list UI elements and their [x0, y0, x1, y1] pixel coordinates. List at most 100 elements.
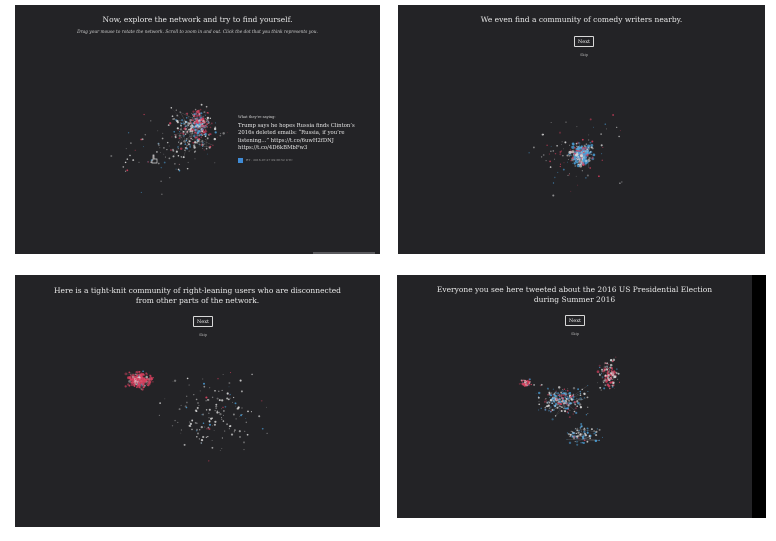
network-node[interactable] — [170, 149, 172, 151]
network-node[interactable] — [552, 397, 556, 400]
network-node[interactable] — [562, 407, 565, 410]
network-node[interactable] — [125, 148, 127, 150]
network-node[interactable] — [247, 410, 249, 413]
network-node[interactable] — [532, 146, 535, 149]
network-node[interactable] — [606, 128, 607, 130]
network-node[interactable] — [194, 131, 197, 134]
network-node[interactable] — [188, 424, 191, 427]
network-node[interactable] — [261, 427, 264, 430]
network-node[interactable] — [607, 368, 610, 370]
network-node[interactable] — [195, 429, 198, 432]
network-node[interactable] — [166, 141, 169, 144]
network-node[interactable] — [613, 372, 615, 375]
network-node[interactable] — [251, 373, 253, 376]
network-node[interactable] — [170, 107, 173, 109]
network-node[interactable] — [552, 194, 555, 197]
network-node[interactable] — [195, 130, 197, 132]
network-node[interactable] — [582, 152, 586, 156]
network-node[interactable] — [576, 435, 579, 438]
network-node[interactable] — [194, 150, 197, 153]
network-node[interactable] — [618, 381, 621, 383]
network-node[interactable] — [561, 144, 562, 145]
network-node[interactable] — [176, 114, 179, 117]
network-node[interactable] — [575, 142, 578, 145]
network-node[interactable] — [564, 406, 566, 408]
network-node[interactable] — [544, 407, 546, 409]
network-node[interactable] — [221, 448, 223, 449]
network-node[interactable] — [140, 388, 142, 390]
network-node[interactable] — [583, 151, 584, 153]
network-node[interactable] — [585, 143, 588, 146]
network-node[interactable] — [594, 432, 596, 435]
network-node[interactable] — [201, 131, 203, 133]
network-node[interactable] — [196, 407, 199, 410]
network-node[interactable] — [566, 407, 569, 410]
network-node[interactable] — [585, 145, 587, 147]
network-node[interactable] — [124, 161, 127, 164]
network-node[interactable] — [520, 379, 523, 382]
network-node[interactable] — [569, 173, 570, 174]
network-node[interactable] — [130, 384, 133, 386]
network-node[interactable] — [186, 377, 189, 380]
network-node[interactable] — [193, 136, 195, 138]
network-node[interactable] — [140, 381, 143, 384]
network-node[interactable] — [562, 155, 564, 157]
network-node[interactable] — [596, 370, 600, 374]
network-node[interactable] — [208, 460, 210, 462]
network-node[interactable] — [169, 177, 171, 179]
network-node[interactable] — [592, 126, 595, 128]
network-node[interactable] — [619, 182, 621, 185]
network-node[interactable] — [574, 428, 576, 430]
network-node[interactable] — [215, 405, 218, 408]
network-node[interactable] — [196, 139, 199, 142]
network-node[interactable] — [607, 383, 609, 385]
network-node[interactable] — [553, 400, 555, 402]
network-graph[interactable] — [397, 275, 752, 518]
network-node[interactable] — [589, 141, 592, 144]
network-node[interactable] — [520, 382, 523, 385]
network-node[interactable] — [576, 397, 577, 399]
network-node[interactable] — [605, 367, 607, 369]
network-node[interactable] — [559, 165, 561, 168]
network-node[interactable] — [586, 427, 589, 430]
network-node[interactable] — [173, 379, 177, 382]
network-node[interactable] — [163, 161, 166, 164]
network-node[interactable] — [206, 153, 208, 155]
network-node[interactable] — [194, 118, 196, 120]
network-node[interactable] — [569, 149, 572, 151]
network-node[interactable] — [609, 363, 613, 367]
network-node[interactable] — [546, 400, 548, 402]
network-node[interactable] — [185, 139, 188, 142]
network-node[interactable] — [200, 136, 202, 138]
network-node[interactable] — [200, 125, 202, 127]
network-node[interactable] — [180, 156, 182, 158]
network-node[interactable] — [208, 408, 211, 411]
network-node[interactable] — [202, 140, 204, 141]
network-node[interactable] — [187, 145, 189, 146]
network-node[interactable] — [184, 133, 187, 135]
network-node[interactable] — [214, 410, 216, 412]
network-node[interactable] — [194, 422, 197, 424]
network-node[interactable] — [617, 378, 619, 380]
network-node[interactable] — [615, 356, 617, 358]
network-node[interactable] — [568, 416, 571, 419]
network-node[interactable] — [583, 430, 586, 434]
network-node[interactable] — [139, 374, 143, 378]
network-node[interactable] — [572, 163, 574, 164]
network-node[interactable] — [566, 389, 569, 392]
network-node[interactable] — [577, 184, 579, 186]
network-node[interactable] — [209, 126, 212, 129]
network-node[interactable] — [221, 416, 222, 418]
network-node[interactable] — [133, 375, 137, 379]
network-node[interactable] — [195, 122, 197, 124]
network-node[interactable] — [609, 387, 611, 390]
network-node[interactable] — [613, 375, 616, 379]
network-node[interactable] — [524, 383, 527, 386]
network-node[interactable] — [213, 423, 216, 426]
network-node[interactable] — [576, 405, 579, 408]
network-node[interactable] — [164, 156, 167, 158]
network-node[interactable] — [566, 401, 568, 403]
network-node[interactable] — [602, 382, 604, 384]
network-node[interactable] — [569, 395, 572, 398]
network-node[interactable] — [595, 431, 597, 433]
